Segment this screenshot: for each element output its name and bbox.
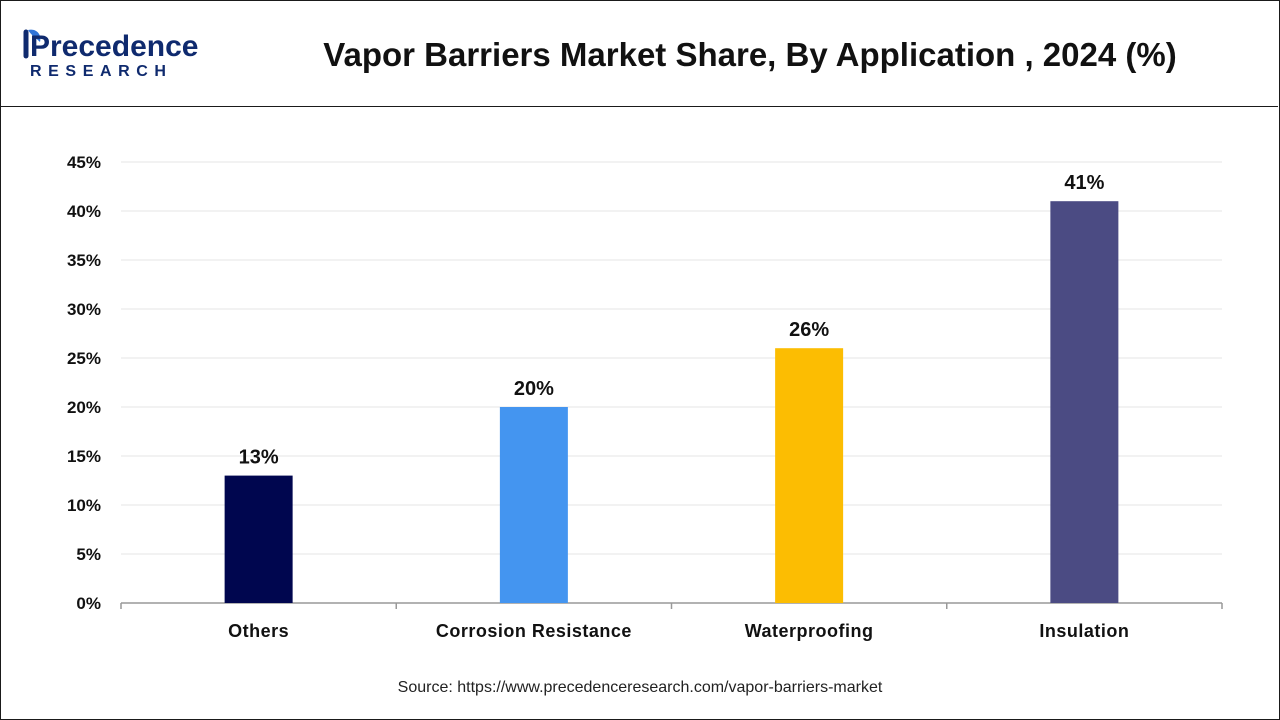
logo-name-top: Precedence [30,30,198,63]
y-tick-label: 40% [67,202,101,221]
logo-name-bottom: RESEARCH [30,63,173,80]
logo-leaf-icon [23,29,41,59]
y-tick-label: 15% [67,447,101,466]
data-label: 20% [514,378,554,400]
data-label: 41% [1064,172,1104,194]
header-bar: Precedence RESEARCH Vapor Barriers Marke… [0,0,1278,107]
y-tick-label: 10% [67,496,101,515]
y-tick-label: 45% [67,153,101,172]
bar-corrosion-resistance [499,407,568,603]
data-label: 13% [239,447,279,469]
y-tick-label: 20% [67,398,101,417]
chart-title: Vapor Barriers Market Share, By Applicat… [323,36,1177,73]
x-tick-label: Corrosion Resistance [436,621,632,641]
bar-waterproofing [775,348,844,603]
y-tick-label: 5% [76,545,101,564]
data-label: 26% [789,319,829,341]
bar-insulation [1050,201,1119,603]
x-tick-label: Waterproofing [745,621,874,641]
y-tick-label: 0% [76,594,101,613]
y-tick-label: 30% [67,300,101,319]
x-tick-label: Others [228,621,289,641]
y-tick-label: 25% [67,349,101,368]
bar-others [224,475,293,603]
x-tick-label: Insulation [1039,621,1129,641]
source-note: Source: https://www.precedenceresearch.c… [397,679,883,696]
y-tick-label: 35% [67,251,101,270]
precedence-research-logo: Precedence RESEARCH [23,29,198,80]
